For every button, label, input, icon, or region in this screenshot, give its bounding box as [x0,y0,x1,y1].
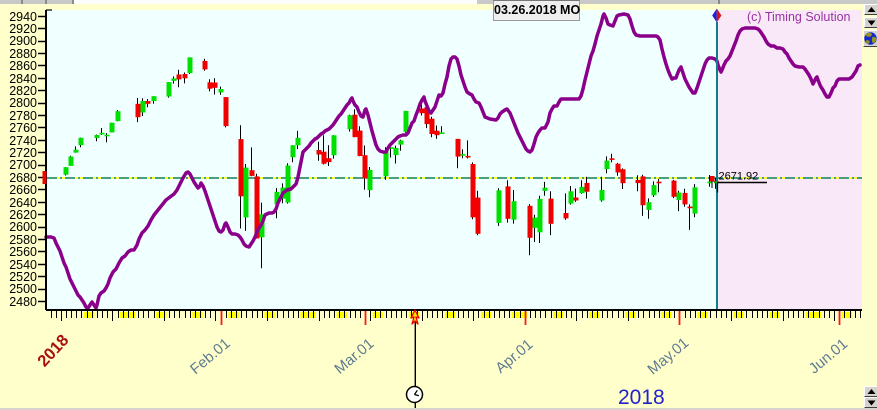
svg-text:2671.92: 2671.92 [719,171,759,183]
